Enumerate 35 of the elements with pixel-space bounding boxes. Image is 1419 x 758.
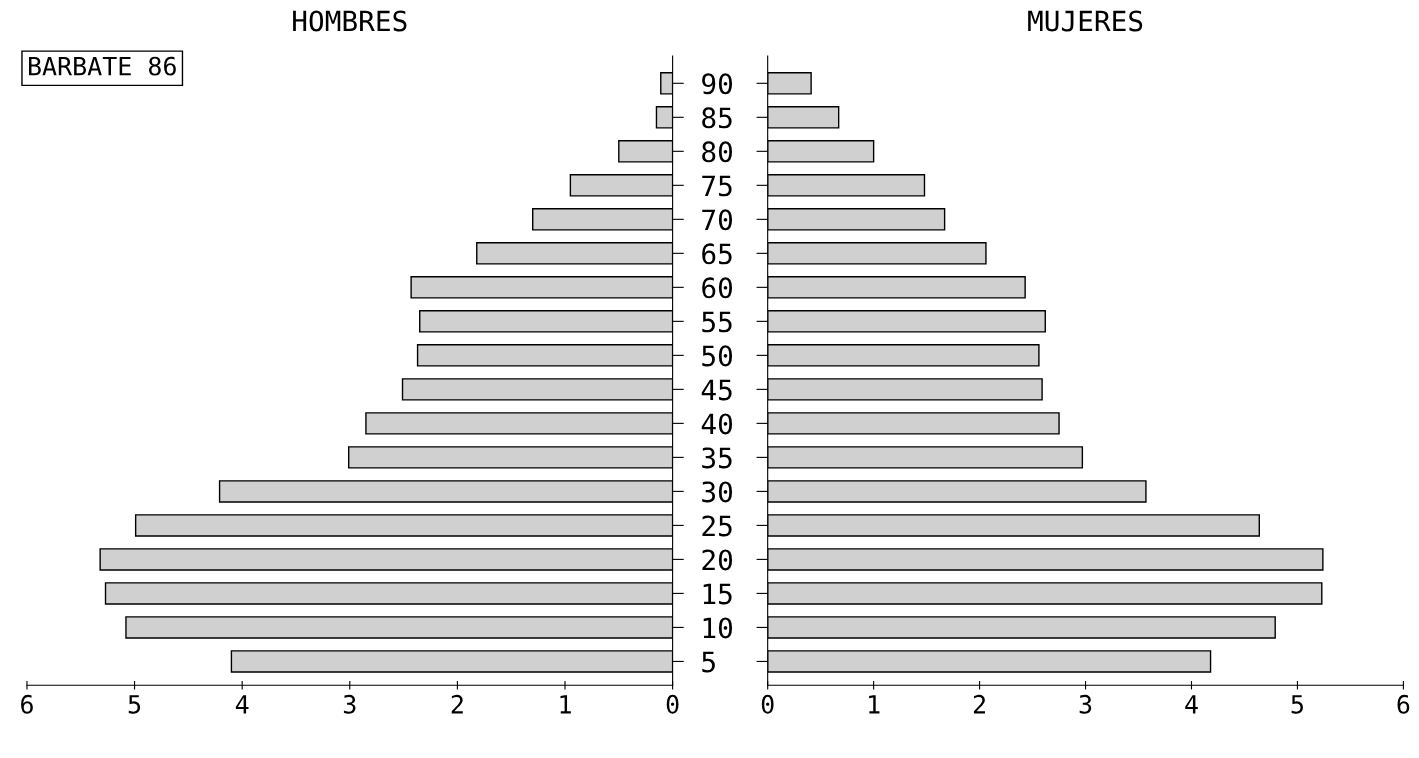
x-tick-label: 5 — [1291, 695, 1303, 714]
x-tick-label: 3 — [1079, 694, 1092, 714]
y-tick-label: 45 — [701, 379, 732, 401]
y-tick-label: 75 — [702, 175, 732, 197]
y-tick-label: 40 — [701, 413, 733, 435]
x-tick-label: 6 — [1397, 694, 1410, 714]
y-tick-label: 85 — [702, 107, 732, 129]
x-tick-label: 0 — [761, 694, 774, 714]
x-tick-label: 1 — [560, 695, 571, 714]
y-tick-label: 50 — [702, 345, 733, 367]
chart-title: MUJERES — [1028, 10, 1143, 32]
y-tick-label: 70 — [702, 209, 733, 231]
y-tick-label: 15 — [703, 583, 732, 605]
y-tick-label: 10 — [703, 617, 733, 639]
y-tick-label: 20 — [702, 549, 733, 571]
x-tick-label: 0 — [666, 694, 679, 714]
y-tick-label: 90 — [702, 73, 733, 95]
x-tick-label: 6 — [21, 694, 33, 714]
chart-title: HOMBRES — [293, 10, 407, 32]
annotation: BARBATE 86 — [28, 56, 176, 76]
x-tick-label: 4 — [1185, 695, 1198, 714]
y-tick-label: 65 — [702, 243, 732, 265]
x-tick-label: 2 — [451, 694, 463, 714]
y-tick-label: 5 — [702, 651, 715, 673]
y-tick-label: 35 — [702, 447, 732, 469]
y-tick-label: 55 — [702, 311, 732, 333]
y-tick-label: 80 — [702, 141, 733, 163]
y-tick-label: 60 — [702, 277, 733, 299]
y-tick-label: 25 — [702, 515, 732, 537]
x-tick-label: 2 — [973, 694, 985, 714]
y-tick-label: 30 — [702, 481, 733, 503]
x-tick-label: 4 — [235, 695, 249, 714]
x-tick-label: 1 — [869, 695, 880, 714]
x-tick-label: 5 — [128, 695, 141, 714]
x-tick-label: 3 — [343, 694, 356, 714]
